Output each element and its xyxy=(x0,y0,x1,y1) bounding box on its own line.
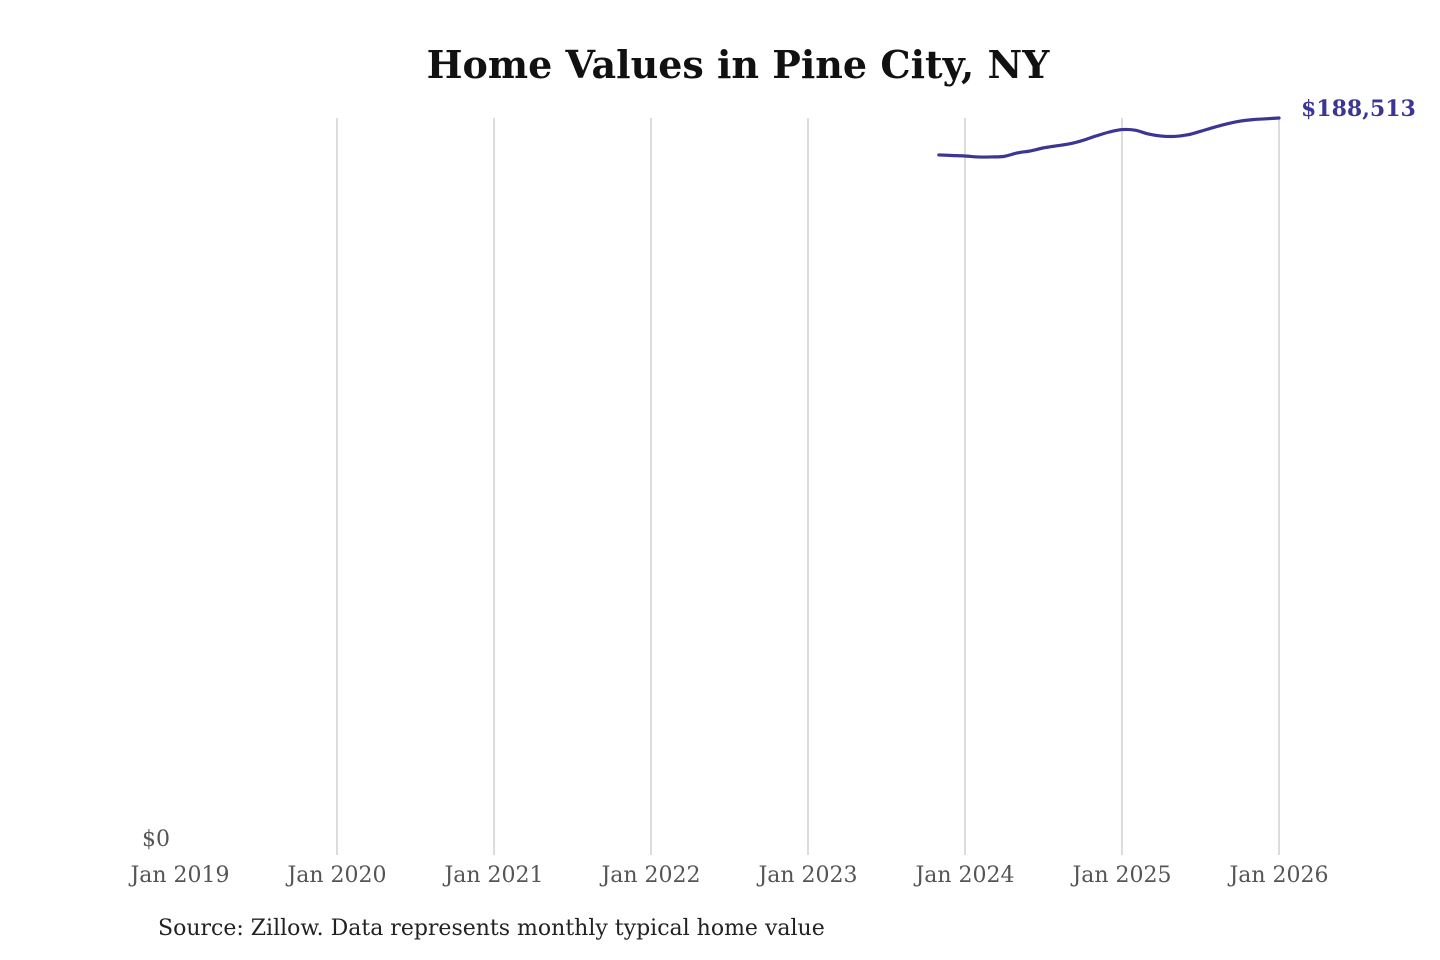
x-tick-label: Jan 2023 xyxy=(756,863,857,888)
x-tick-label: Jan 2020 xyxy=(285,863,386,888)
y-tick-label: $0 xyxy=(142,827,170,852)
x-tick-label: Jan 2024 xyxy=(913,863,1014,888)
chart-title: Home Values in Pine City, NY xyxy=(426,42,1050,87)
x-tick-label: Jan 2019 xyxy=(128,863,229,888)
x-tick-label: Jan 2025 xyxy=(1070,863,1171,888)
x-tick-label: Jan 2026 xyxy=(1227,863,1328,888)
series-line xyxy=(937,116,1281,159)
x-tick-label: Jan 2021 xyxy=(442,863,543,888)
end-value-label: $188,513 xyxy=(1301,96,1416,122)
x-tick-label: Jan 2022 xyxy=(599,863,700,888)
source-note: Source: Zillow. Data represents monthly … xyxy=(158,916,825,941)
